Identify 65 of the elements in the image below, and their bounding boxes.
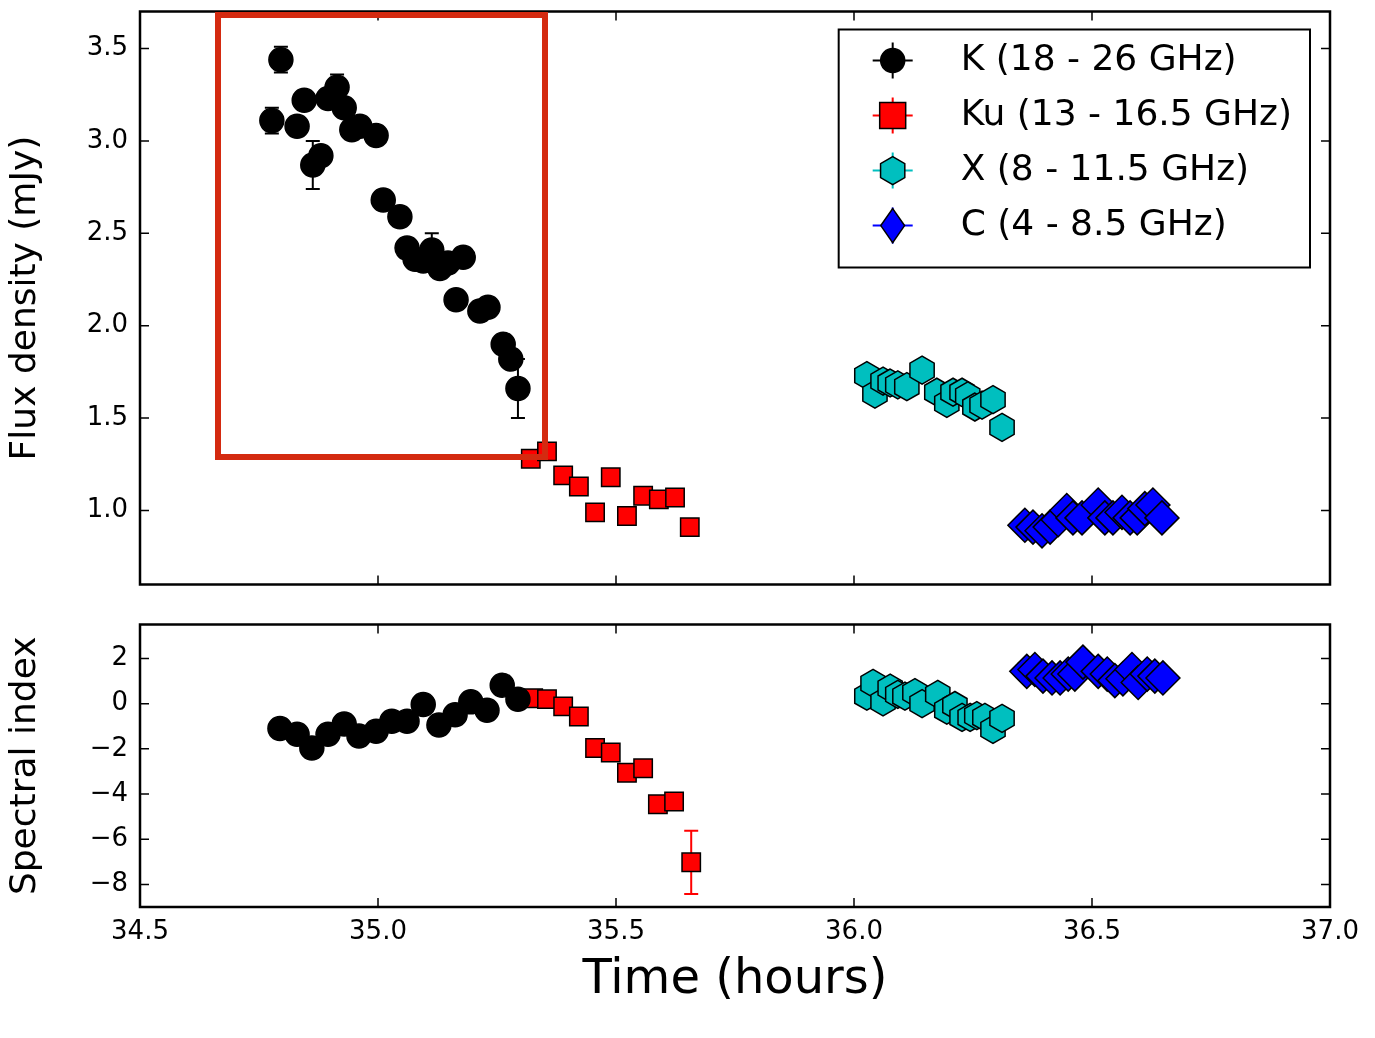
point <box>679 517 700 538</box>
point <box>299 735 325 761</box>
point <box>600 742 621 763</box>
point <box>450 244 476 271</box>
y-tick-label: −6 <box>89 821 128 852</box>
point <box>442 701 468 728</box>
point <box>665 487 685 508</box>
x-tick-label: 34.5 <box>111 915 169 946</box>
point <box>980 384 1006 415</box>
point <box>268 46 294 73</box>
y-tick-label: 3.5 <box>86 31 128 62</box>
point <box>553 696 574 717</box>
y-tick-label: 1.0 <box>86 493 128 524</box>
legend-label: C (4 - 8.5 GHz) <box>960 201 1227 243</box>
x-tick-label: 35.0 <box>349 915 407 946</box>
point <box>664 791 685 812</box>
point <box>633 758 654 779</box>
x-tick-label: 36.0 <box>825 915 883 946</box>
y-tick-label: −2 <box>89 731 128 762</box>
x-tick-label: 36.5 <box>1063 915 1121 946</box>
x-axis-title: Time (hours) <box>581 947 888 1004</box>
point <box>284 113 310 139</box>
point <box>474 697 500 723</box>
point <box>363 122 389 149</box>
point <box>568 706 589 727</box>
point <box>387 203 413 230</box>
y-tick-label: 2.5 <box>86 216 128 247</box>
point <box>989 412 1015 443</box>
point <box>489 672 515 698</box>
point <box>600 467 621 488</box>
point <box>498 346 524 372</box>
point <box>443 287 469 313</box>
point <box>585 502 605 523</box>
point <box>553 465 574 486</box>
point <box>259 107 285 134</box>
point <box>617 506 637 526</box>
point <box>681 852 702 873</box>
point <box>893 371 920 402</box>
point <box>505 375 531 402</box>
point <box>989 703 1015 734</box>
legend-label: K (18 - 26 GHz) <box>960 36 1237 78</box>
point <box>291 87 317 114</box>
point <box>568 476 589 497</box>
y-tick-label: −4 <box>89 776 128 807</box>
point <box>505 686 531 712</box>
x-tick-label: 37.0 <box>1301 915 1359 946</box>
point <box>370 187 396 213</box>
legend-label: Ku (13 - 16.5 GHz) <box>960 91 1292 133</box>
point <box>410 691 436 718</box>
point <box>308 142 334 169</box>
y-tick-label: −8 <box>89 867 128 898</box>
y-tick-label: 0 <box>111 686 128 717</box>
legend-label: X (8 - 11.5 GHz) <box>960 146 1250 188</box>
y-tick-label: 1.5 <box>86 400 128 431</box>
point <box>1144 500 1180 536</box>
y-tick-label: 2 <box>111 641 128 672</box>
y-axis-title: Flux density (mJy) <box>1 135 43 461</box>
y-axis-title: Spectral index <box>1 636 43 896</box>
y-tick-label: 2.0 <box>86 308 128 339</box>
point <box>1145 660 1181 696</box>
point <box>475 294 501 320</box>
x-tick-label: 35.5 <box>587 915 645 946</box>
point <box>909 355 935 385</box>
y-tick-label: 3.0 <box>86 123 128 154</box>
point <box>331 94 357 121</box>
